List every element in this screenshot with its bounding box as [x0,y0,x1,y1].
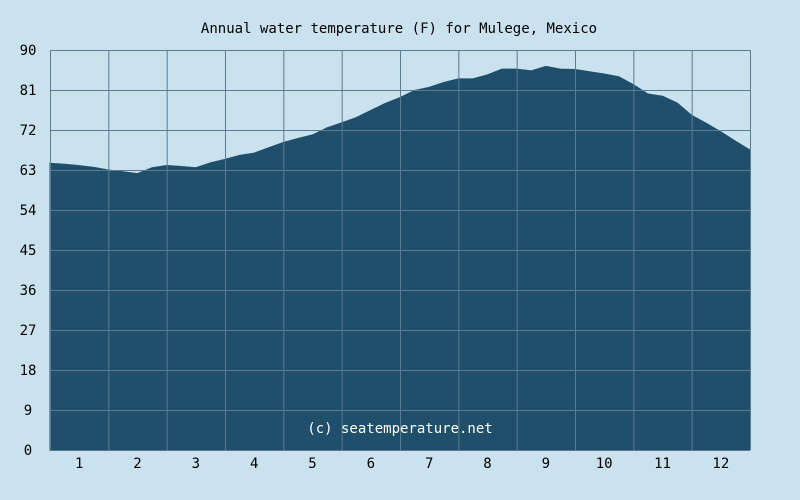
x-tick-label: 9 [542,456,550,472]
x-tick-label: 6 [367,456,375,472]
y-tick-label: 27 [20,323,37,339]
x-tick-label: 2 [133,456,141,472]
y-tick-label: 54 [20,203,37,219]
y-tick-label: 63 [20,163,37,179]
y-tick-label: 72 [20,123,37,139]
x-tick-label: 1 [75,456,83,472]
x-tick-label: 5 [308,456,316,472]
y-tick-label: 36 [20,283,37,299]
x-tick-label: 7 [425,456,433,472]
x-tick-label: 12 [712,456,729,472]
grid-layer [50,50,751,451]
y-tick-label: 90 [20,43,37,59]
chart-title: Annual water temperature (F) for Mulege,… [201,21,597,37]
watermark: (c) seatemperature.net [307,421,492,437]
x-tick-label: 11 [654,456,671,472]
x-tick-label: 10 [596,456,613,472]
x-tick-label: 3 [192,456,200,472]
x-tick-label: 4 [250,456,258,472]
y-tick-label: 81 [20,83,37,99]
y-tick-label: 9 [24,403,32,419]
y-tick-label: 45 [20,243,37,259]
x-tick-label: 8 [483,456,491,472]
y-tick-label: 18 [20,363,37,379]
y-tick-label: 0 [24,443,32,459]
